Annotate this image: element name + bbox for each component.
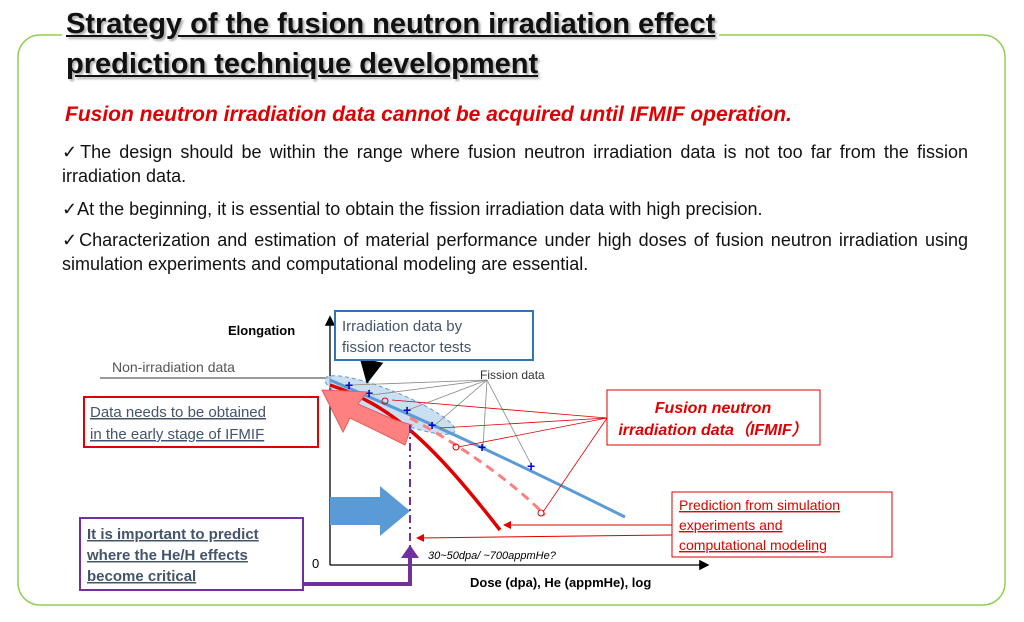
- prediction-box-text: computational modeling: [679, 537, 827, 553]
- early-box-text: in the early stage of IFMIF: [90, 426, 264, 443]
- fission-box-text: Irradiation data by: [342, 318, 463, 335]
- bullet: ✓The design should be within the range w…: [62, 142, 968, 186]
- non-irradiation-label: Non-irradiation data: [112, 359, 235, 375]
- early-box: [83, 396, 319, 448]
- critical-box-text: become critical: [87, 568, 196, 585]
- fusion-pointer-lines: [391, 399, 608, 513]
- critical-box-text: where the He/H effects: [86, 547, 248, 564]
- svg-text:+: +: [365, 385, 373, 401]
- prediction-curve: [409, 416, 547, 517]
- svg-text:+: +: [527, 458, 535, 474]
- y-axis-label: Elongation: [228, 323, 295, 338]
- headline: Fusion neutron irradiation data cannot b…: [65, 103, 792, 126]
- prediction-pointer: [416, 533, 673, 542]
- fusion-box-text: irradiation data（IFMIF）: [618, 420, 807, 439]
- fission-box-text: fission reactor tests: [342, 339, 471, 356]
- fission-box: [334, 310, 534, 361]
- dose-note: 30~50dpa/ ~700appmHe?: [428, 550, 557, 562]
- fission-box-pointer: [359, 357, 384, 384]
- fission-data-label: Fission data: [480, 368, 545, 382]
- early-box-text: Data needs to be obtained: [90, 404, 266, 421]
- svg-text:+: +: [478, 439, 486, 455]
- fusion-box-text: Fusion neutron: [655, 400, 772, 417]
- title-line: Strategy of the fusion neutron irradiati…: [62, 8, 720, 41]
- prediction-box-text: experiments and: [679, 517, 783, 533]
- fusion-points: [381, 397, 545, 517]
- critical-box-text: It is important to predict: [87, 526, 259, 543]
- bullet: ✓Characterization and estimation of mate…: [62, 230, 968, 274]
- critical-arrow-head: [401, 545, 419, 558]
- critical-arrow: [303, 555, 412, 586]
- data-points: + + + + + +: [345, 377, 535, 474]
- simulation-arrow: [330, 486, 410, 536]
- title-line: prediction technique development: [62, 48, 543, 81]
- origin-label: 0: [312, 556, 319, 571]
- early-stage-arrow: [321, 389, 413, 446]
- svg-text:+: +: [345, 377, 353, 393]
- bullet: ✓At the beginning, it is essential to ob…: [62, 199, 763, 219]
- svg-text:+: +: [403, 402, 411, 418]
- critical-box: [79, 517, 304, 591]
- fission-pointer-lines: [351, 379, 533, 467]
- svg-text:+: +: [428, 417, 436, 433]
- x-axis-label: Dose (dpa), He (appmHe), log: [470, 575, 651, 590]
- prediction-box: [671, 491, 893, 558]
- prediction-box-text: Prediction from simulation: [679, 497, 840, 513]
- fusion-box: [606, 389, 821, 446]
